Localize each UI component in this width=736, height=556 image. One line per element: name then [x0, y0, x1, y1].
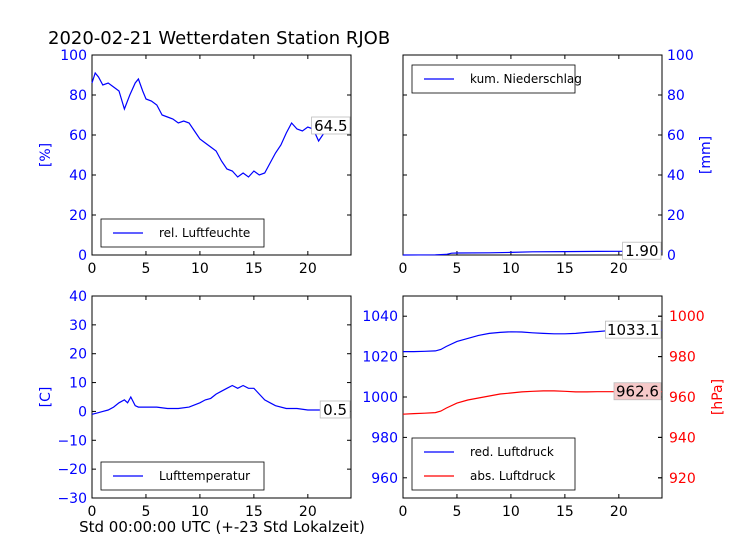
x-tick-label: 0 — [88, 261, 97, 277]
y-tick-label: −30 — [57, 491, 87, 507]
y-tick-label: 20 — [667, 208, 685, 224]
y-tick-label: 0 — [667, 248, 676, 264]
y-right-tick-label: 1000 — [669, 309, 705, 325]
y-tick-label: 40 — [69, 289, 87, 305]
x-tick-label: 20 — [299, 504, 317, 520]
x-tick-label: 15 — [556, 261, 574, 277]
pressure-value-box — [605, 320, 662, 339]
y-tick-label: 960 — [371, 471, 398, 487]
y-right-tick-label: 980 — [669, 350, 696, 366]
y-tick-label: 80 — [69, 88, 87, 104]
x-tick-label: 15 — [556, 504, 574, 520]
y-tick-label: 80 — [667, 88, 685, 104]
x-tick-label: 10 — [191, 504, 209, 520]
legend-box — [411, 437, 576, 491]
humidity-y-axis-label: [%] — [38, 143, 54, 167]
humidity-value-label: 64.5 — [314, 117, 347, 135]
precipitation-value-label: 1.90 — [625, 242, 658, 260]
temperature-panel: 0 5 10 15 20 −30 −20 −10 0 10 20 30 40 [C] 0.5 Lufttemp… — [38, 289, 352, 520]
precipitation-y-axis-label: [mm] — [698, 136, 714, 174]
y-tick-label: 0 — [78, 248, 87, 264]
x-tick-label: 5 — [141, 261, 150, 277]
precipitation-panel: 0 5 10 15 20 0 20 40 60 80 100 [mm] 1.90 kum. Nieders… — [399, 48, 714, 277]
legend-entry-label: kum. Niederschlag — [470, 72, 582, 86]
y-tick-label: 10 — [69, 376, 87, 392]
x-tick-label: 10 — [502, 504, 520, 520]
x-tick-label: 5 — [452, 504, 461, 520]
y-tick-label: 1000 — [362, 390, 398, 406]
temperature-legend: Lufttemperatur — [100, 461, 265, 491]
legend-entry-label: abs. Luftdruck — [470, 469, 555, 483]
y-tick-label: 100 — [60, 48, 87, 64]
y-tick-label: −10 — [57, 433, 87, 449]
x-tick-label: 20 — [610, 261, 628, 277]
pressure-value-label: 962.6 — [616, 383, 659, 401]
x-tick-label: 15 — [245, 504, 263, 520]
x-tick-label: 0 — [399, 261, 408, 277]
y-tick-label: 40 — [69, 168, 87, 184]
x-tick-label: 0 — [399, 504, 408, 520]
precipitation-legend: kum. Niederschlag — [411, 64, 582, 94]
legend-entry-label: red. Luftdruck — [470, 445, 554, 459]
y-tick-label: 0 — [78, 404, 87, 420]
y-tick-label: 40 — [667, 168, 685, 184]
x-tick-label: 0 — [88, 504, 97, 520]
precipitation-series-line-0 — [402, 250, 662, 256]
precipitation-value-box — [622, 241, 662, 260]
x-tick-label: 5 — [141, 504, 150, 520]
y-tick-label: 1040 — [362, 309, 398, 325]
x-axis-caption: Std 00:00:00 UTC (+-23 Std Lokalzeit) — [79, 518, 365, 536]
pressure-value-label: 1033.1 — [607, 321, 660, 339]
legend-entry-label: Lufttemperatur — [159, 469, 250, 483]
pressure-y-axis-label-right: [hPa] — [710, 379, 726, 415]
y-right-tick-label: 940 — [669, 430, 696, 446]
temperature-value-label: 0.5 — [323, 401, 347, 419]
temperature-series-line-0 — [91, 384, 346, 415]
pressure-value-box — [613, 382, 662, 401]
pressure-panel: 0 5 10 15 20 960 980 1000 1020 1040 920 940 960 980 10… — [362, 295, 726, 520]
y-tick-label: −20 — [57, 462, 87, 478]
y-right-tick-label: 960 — [669, 390, 696, 406]
y-tick-label: 1020 — [362, 350, 398, 366]
humidity-panel: 0 5 10 15 20 0 20 40 60 80 100 [%] 64.5 rel. Luftfeuc… — [38, 48, 352, 277]
y-tick-label: 20 — [69, 347, 87, 363]
temperature-value-box — [319, 400, 351, 419]
x-tick-label: 10 — [502, 261, 520, 277]
y-tick-label: 60 — [69, 128, 87, 144]
x-tick-label: 5 — [452, 261, 461, 277]
y-tick-label: 20 — [69, 208, 87, 224]
pressure-legend: red. Luftdruck abs. Luftdruck — [411, 437, 576, 491]
x-tick-label: 10 — [191, 261, 209, 277]
humidity-legend: rel. Luftfeuchte — [100, 218, 265, 248]
page-title: 2020-02-21 Wetterdaten Station RJOB — [48, 28, 390, 49]
x-tick-label: 15 — [245, 261, 263, 277]
humidity-series-line-0 — [91, 71, 347, 178]
x-tick-label: 20 — [299, 261, 317, 277]
temperature-y-axis-label: [C] — [38, 387, 54, 408]
y-tick-label: 30 — [69, 318, 87, 334]
x-tick-label: 20 — [610, 504, 628, 520]
y-tick-label: 60 — [667, 128, 685, 144]
legend-entry-label: rel. Luftfeuchte — [159, 226, 250, 240]
humidity-value-box — [311, 116, 351, 135]
y-tick-label: 100 — [667, 48, 694, 64]
y-right-tick-label: 920 — [669, 471, 696, 487]
y-tick-label: 980 — [371, 430, 398, 446]
